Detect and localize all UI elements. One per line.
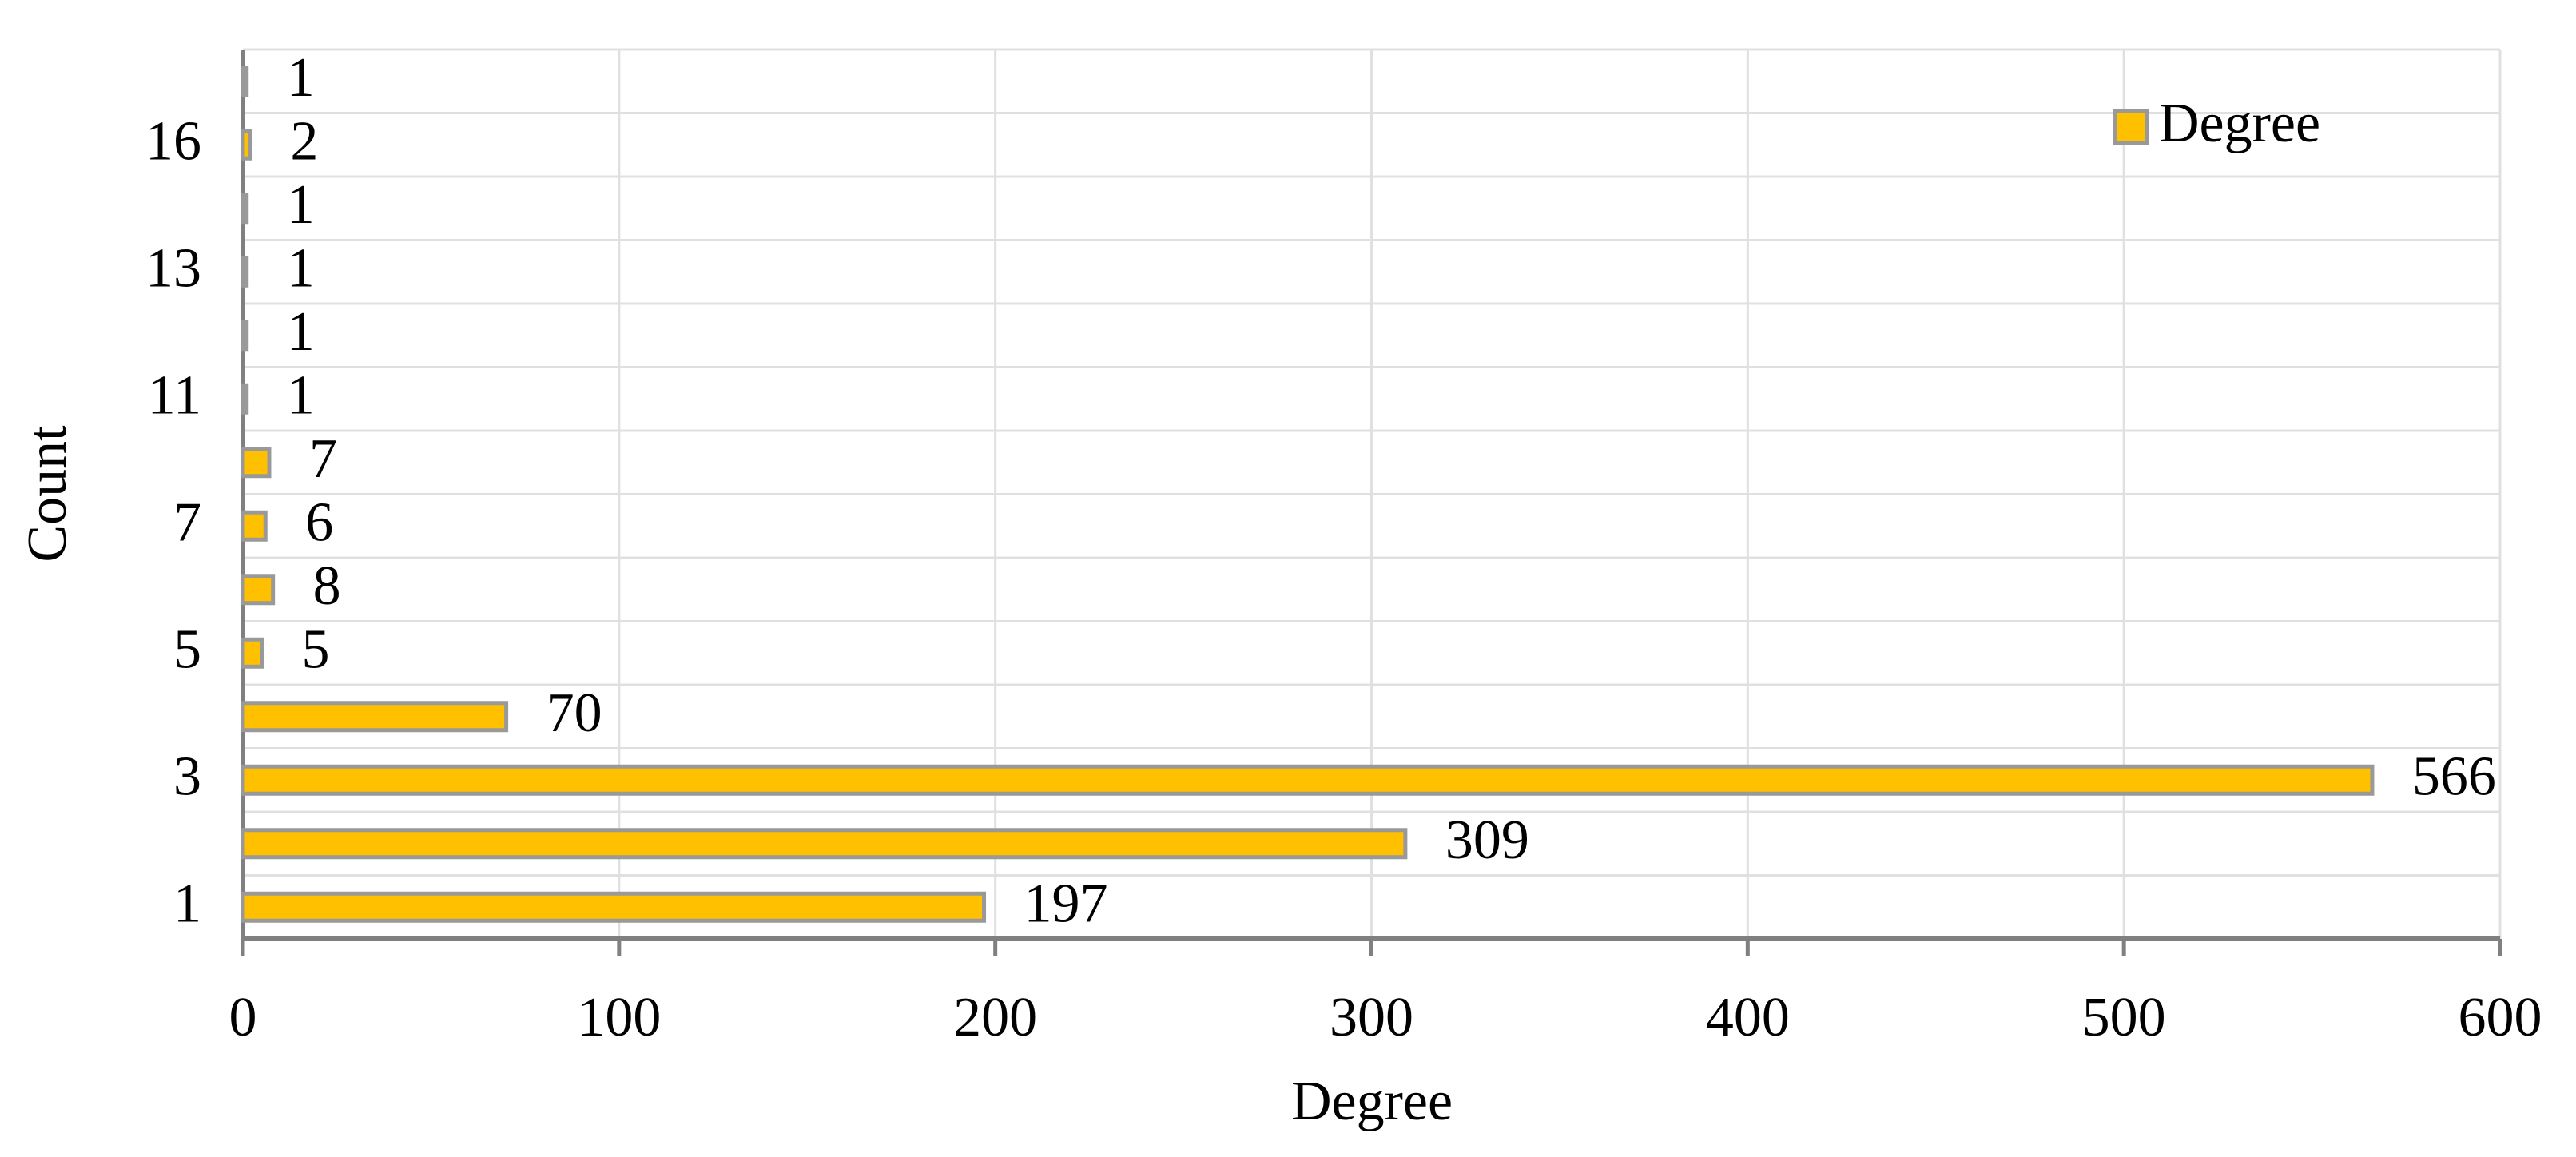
bar (241, 701, 509, 733)
value-label: 7 (309, 428, 337, 490)
x-tick-label: 100 (577, 987, 661, 1048)
value-label: 1 (287, 301, 315, 363)
y-tick-label: 5 (173, 618, 201, 680)
bar (241, 891, 987, 923)
value-label: 2 (290, 110, 318, 172)
value-label: 309 (1445, 809, 1529, 871)
value-label: 566 (2412, 745, 2496, 807)
y-tick-label: 3 (173, 745, 201, 807)
legend-label: Degree (2159, 93, 2320, 154)
bar (241, 828, 1408, 860)
bar (241, 574, 276, 606)
x-tick-label: 500 (2082, 987, 2166, 1048)
y-tick-label: 11 (148, 364, 201, 426)
y-axis-label: Count (17, 425, 78, 563)
x-axis-label: Degree (1291, 1071, 1453, 1132)
bar (241, 129, 252, 161)
y-tick-label: 16 (145, 110, 201, 172)
value-label: 1 (287, 237, 315, 299)
y-tick-label: 1 (173, 873, 201, 934)
value-label: 1 (287, 364, 315, 426)
value-label: 1 (287, 47, 315, 109)
x-tick-label: 300 (1330, 987, 1413, 1048)
y-tick-label: 13 (145, 237, 201, 299)
bar (241, 320, 249, 352)
value-label: 197 (1024, 873, 1108, 934)
x-tick-label: 200 (953, 987, 1037, 1048)
bar (241, 637, 264, 669)
x-tick-label: 600 (2459, 987, 2542, 1048)
x-tick-label: 400 (1706, 987, 1790, 1048)
value-label: 5 (302, 618, 330, 680)
bar (241, 383, 249, 415)
bar (241, 447, 272, 479)
value-label: 1 (287, 174, 315, 236)
value-label: 6 (305, 491, 333, 553)
bar (241, 193, 249, 225)
bar (241, 510, 268, 542)
value-label: 70 (547, 682, 602, 744)
bar (241, 764, 2375, 796)
bar (241, 256, 249, 288)
legend-swatch (2113, 109, 2149, 145)
y-tick-label: 7 (173, 491, 201, 553)
value-label: 8 (313, 555, 341, 617)
bar (241, 66, 249, 97)
x-tick-label: 0 (229, 987, 257, 1048)
